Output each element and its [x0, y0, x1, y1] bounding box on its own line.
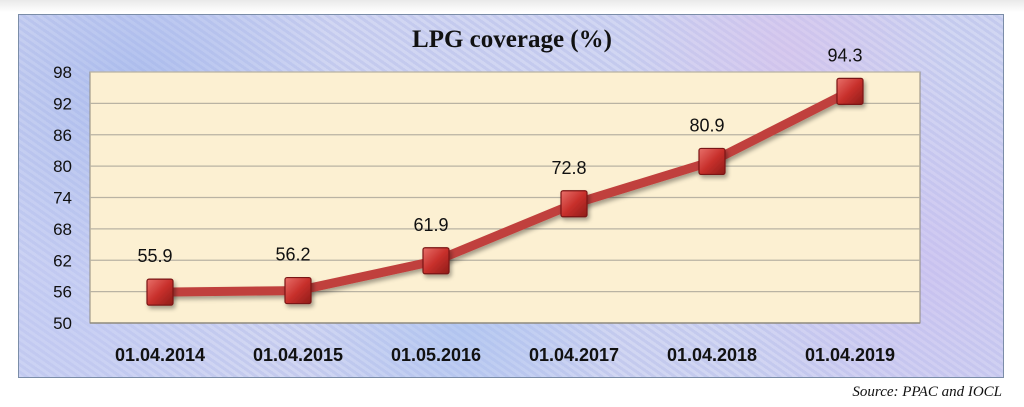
y-tick-label: 98 [53, 63, 72, 82]
data-point-marker [146, 278, 174, 306]
source-note: Source: PPAC and IOCL [852, 384, 1002, 400]
y-tick-label: 62 [53, 251, 72, 270]
data-label: 61.9 [413, 215, 448, 235]
data-label: 55.9 [137, 246, 172, 266]
x-tick-label: 01.04.2017 [529, 345, 619, 365]
y-tick-label: 74 [53, 189, 72, 208]
y-tick-label: 56 [53, 283, 72, 302]
data-label: 94.3 [827, 45, 862, 65]
x-tick-label: 01.05.2016 [391, 345, 481, 365]
y-tick-label: 50 [53, 314, 72, 333]
top-strip [0, 0, 1024, 12]
x-tick-label: 01.04.2019 [805, 345, 895, 365]
y-tick-label: 92 [53, 94, 72, 113]
data-point-marker [422, 247, 450, 275]
chart-title: LPG coverage (%) [412, 26, 612, 53]
data-label: 80.9 [689, 115, 724, 135]
y-tick-label: 80 [53, 157, 72, 176]
y-tick-label: 86 [53, 126, 72, 145]
x-tick-label: 01.04.2015 [253, 345, 343, 365]
data-label: 72.8 [551, 158, 586, 178]
x-tick-label: 01.04.2014 [115, 345, 205, 365]
x-tick-label: 01.04.2018 [667, 345, 757, 365]
data-label: 56.2 [275, 245, 310, 265]
data-point-marker [560, 190, 588, 218]
y-tick-label: 68 [53, 220, 72, 239]
data-point-marker [836, 77, 864, 105]
data-point-marker [284, 276, 312, 305]
data-point-marker [698, 147, 726, 176]
series-line [155, 86, 855, 297]
